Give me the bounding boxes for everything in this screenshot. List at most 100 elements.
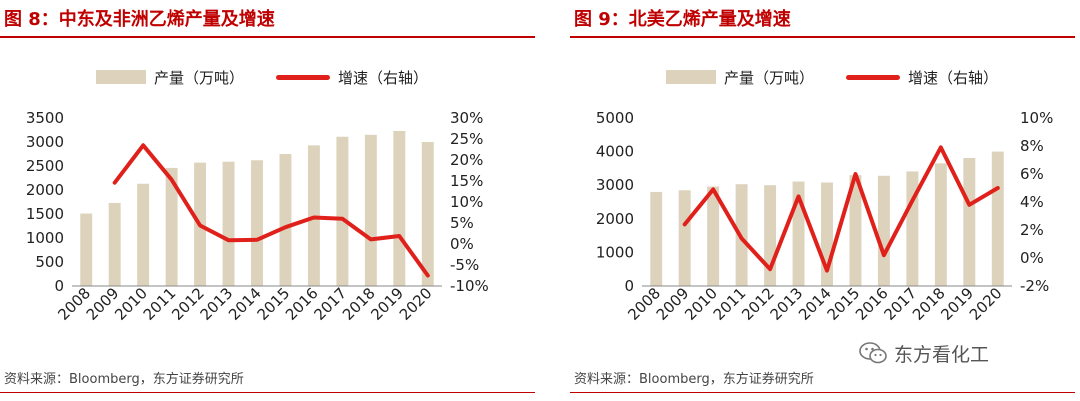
- legend-line-label: 增速（右轴）: [908, 68, 999, 87]
- bar: [137, 183, 150, 286]
- x-tick-label: 2011: [140, 284, 180, 324]
- y-left-tick-label: 1000: [26, 229, 64, 247]
- x-tick-label: 2016: [852, 284, 892, 324]
- x-tick-label: 2016: [282, 284, 322, 324]
- chart-legend: 产量（万吨） 增速（右轴）: [666, 64, 1030, 90]
- y-left-tick-label: 2000: [26, 181, 64, 199]
- chart-title: 图 9：北美乙烯产量及增速: [574, 9, 791, 30]
- y-left-tick-label: 3000: [26, 133, 64, 151]
- x-tick-label: 2018: [909, 284, 949, 324]
- bar: [165, 167, 178, 286]
- bar: [650, 191, 663, 286]
- x-tick-label: 2009: [83, 284, 123, 324]
- title-divider: [0, 36, 535, 38]
- bottom-divider: [570, 392, 1075, 393]
- title-divider: [570, 36, 1075, 38]
- chart-panel-north-america: 图 9：北美乙烯产量及增速 产量（万吨） 增速（右轴） 0 1000 2000 300…: [570, 0, 1080, 401]
- chart-plot: 0 500 1000 1500 2000 2500 3000 3500 -10% -5% 0% 5% 1…: [26, 109, 489, 324]
- y-right-tick-label: 6%: [1020, 165, 1044, 183]
- chart-legend: 产量（万吨） 增速（右轴）: [96, 64, 460, 90]
- y-left-tick-label: 2000: [596, 210, 634, 228]
- watermark-text: 东方看化工: [894, 343, 990, 366]
- y-left-tick-label: 500: [35, 253, 64, 271]
- y-left-tick-label: 0: [54, 277, 64, 295]
- x-tick-label: 2020: [966, 284, 1006, 324]
- bar: [821, 182, 833, 286]
- legend-bar-label: 产量（万吨）: [724, 68, 815, 87]
- y-left-tick-label: 3000: [596, 176, 634, 194]
- bar: [991, 151, 1004, 286]
- y-right-tick-label: 30%: [450, 109, 483, 127]
- y-right-tick-label: 5%: [450, 214, 474, 232]
- y-right-tick-label: 8%: [1020, 137, 1044, 155]
- x-tick-label: 2017: [880, 284, 920, 324]
- x-tick-label: 2012: [168, 284, 208, 324]
- bar: [251, 160, 263, 286]
- y-right-tick-label: -2%: [1020, 277, 1049, 295]
- legend-item-bar: 产量（万吨）: [666, 67, 814, 88]
- x-tick-label: 2013: [767, 284, 807, 324]
- legend-line-swatch: [846, 74, 901, 80]
- source-note: 资料来源：Bloomberg，东方证券研究所: [4, 372, 244, 387]
- y-right-tick-label: 10%: [1020, 109, 1053, 127]
- bar: [963, 157, 976, 286]
- y-right-tick-label: 25%: [450, 130, 483, 148]
- x-tick-label: 2010: [681, 284, 721, 324]
- x-tick-label: 2009: [653, 284, 693, 324]
- y-right-tick-label: 2%: [1020, 221, 1044, 239]
- bar: [80, 213, 93, 286]
- chart-plot: 0 1000 2000 3000 4000 5000 -2% 0% 2% 4% 6% 8% 10% 200…: [596, 109, 1054, 324]
- x-tick-label: 2012: [738, 284, 778, 324]
- y-left-tick-label: 2500: [26, 157, 64, 175]
- y-left-tick-label: 1000: [596, 243, 634, 261]
- bar: [393, 130, 406, 286]
- bar: [421, 142, 434, 286]
- y-right-tick-label: 0%: [450, 235, 474, 253]
- bar: [364, 134, 377, 286]
- x-tick-label: 2015: [824, 284, 864, 324]
- legend-line-swatch: [276, 74, 331, 80]
- bar: [906, 171, 919, 286]
- y-left-tick-label: 1500: [26, 205, 64, 223]
- y-right-tick-label: -10%: [450, 277, 489, 295]
- legend-bar-swatch: [96, 70, 146, 84]
- x-tick-label: 2013: [197, 284, 237, 324]
- y-left-tick-label: 4000: [596, 143, 634, 161]
- y-left-tick-label: 3500: [26, 109, 64, 127]
- bar: [222, 161, 235, 286]
- bar: [764, 185, 777, 286]
- source-note: 资料来源：Bloomberg，东方证券研究所: [574, 372, 814, 387]
- legend-item-bar: 产量（万吨）: [96, 67, 244, 88]
- wechat-icon: [859, 342, 887, 364]
- y-right-tick-label: 15%: [450, 172, 483, 190]
- bar: [877, 175, 890, 286]
- x-tick-label: 2018: [339, 284, 379, 324]
- y-left-tick-label: 5000: [596, 109, 634, 127]
- x-tick-label: 2019: [937, 284, 977, 324]
- x-tick-label: 2015: [254, 284, 294, 324]
- y-right-tick-label: -5%: [450, 256, 479, 274]
- legend-bar-label: 产量（万吨）: [154, 68, 245, 87]
- bar: [678, 190, 691, 286]
- bar: [792, 181, 805, 286]
- growth-line: [112, 143, 430, 278]
- legend-line-label: 增速（右轴）: [338, 68, 429, 87]
- bar: [336, 136, 349, 286]
- wechat-watermark: 东方看化工: [858, 338, 989, 368]
- x-tick-label: 2010: [111, 284, 151, 324]
- chart-title: 图 8：中东及非洲乙烯产量及增速: [4, 9, 275, 30]
- y-right-tick-label: 0%: [1020, 249, 1044, 267]
- x-tick-label: 2014: [795, 284, 835, 324]
- x-tick-label: 2017: [310, 284, 350, 324]
- x-tick-label: 2011: [710, 284, 750, 324]
- bar: [934, 163, 947, 286]
- x-tick-label: 2020: [396, 284, 436, 324]
- bar: [707, 186, 720, 286]
- x-tick-label: 2014: [225, 284, 265, 324]
- chart-panel-middle-east-africa: 图 8：中东及非洲乙烯产量及增速 产量（万吨） 增速（右轴） 0 500 1000 1…: [0, 0, 535, 401]
- bar: [849, 175, 862, 286]
- bar: [108, 202, 121, 286]
- y-right-tick-label: 20%: [450, 151, 483, 169]
- y-right-tick-label: 4%: [1020, 193, 1044, 211]
- growth-line: [682, 145, 1000, 273]
